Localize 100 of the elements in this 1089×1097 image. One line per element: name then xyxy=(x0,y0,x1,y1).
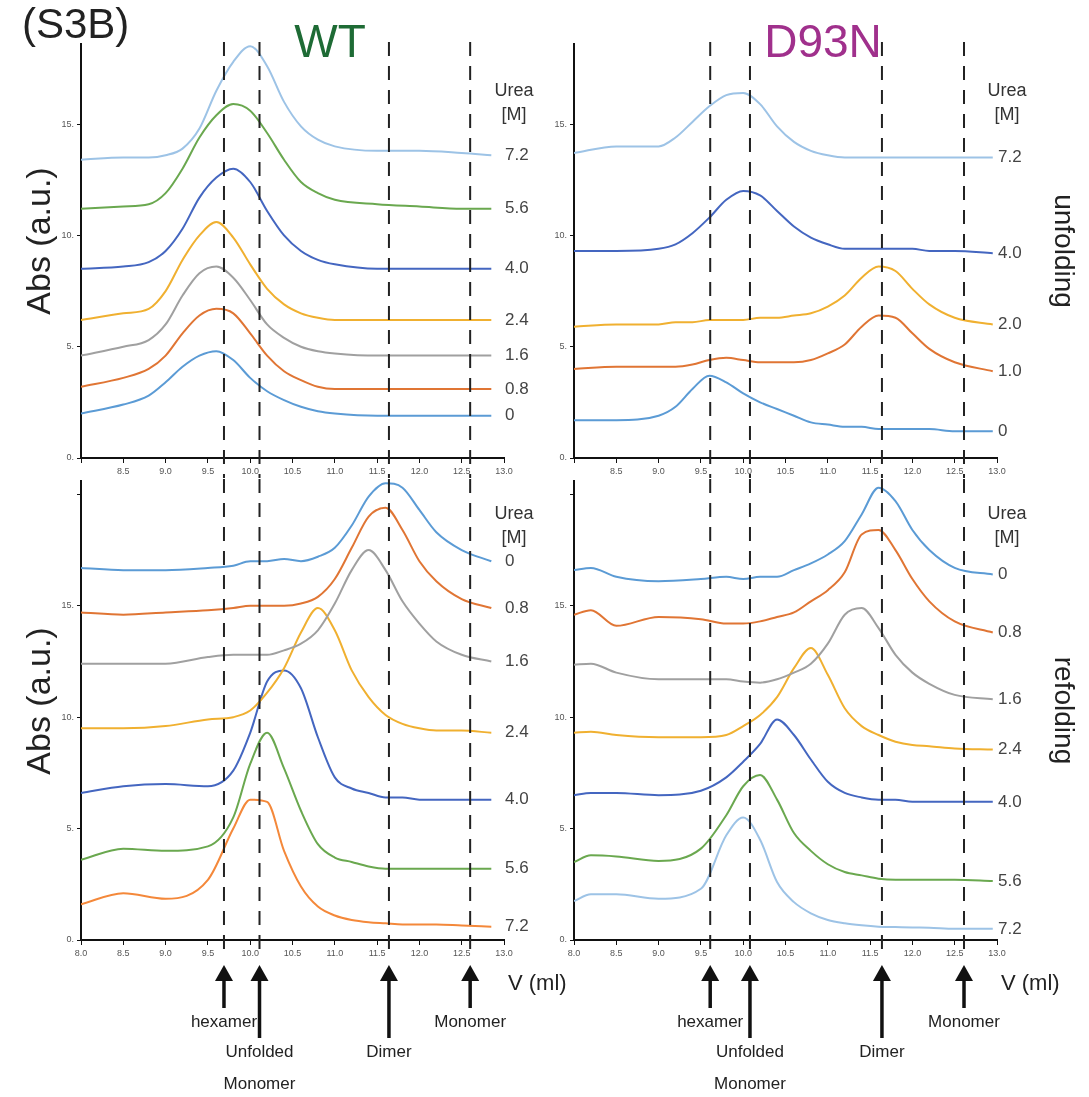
series-label: 0.8 xyxy=(998,622,1022,642)
y-tick-label: 15. xyxy=(61,118,74,129)
line-series xyxy=(81,731,493,870)
y-tick-label: 15. xyxy=(61,600,74,611)
x-tick-label: 8.5 xyxy=(117,947,130,958)
line-series xyxy=(574,374,994,433)
series-label: 4.0 xyxy=(998,791,1022,811)
x-tick-label: 11.5 xyxy=(368,465,386,476)
x-tick-label: 11.0 xyxy=(326,947,344,958)
line-series xyxy=(81,167,493,270)
series-label: 5.6 xyxy=(505,198,529,218)
x-axis-title: V (ml) xyxy=(1001,970,1060,996)
annotation: (S3B) xyxy=(22,0,130,48)
line-series xyxy=(81,482,493,572)
series-label: 7.2 xyxy=(505,144,529,164)
text: hexamer xyxy=(190,1011,258,1031)
line-series xyxy=(574,774,994,882)
x-tick-label: 9.0 xyxy=(652,947,665,958)
x-tick-label: 8.5 xyxy=(610,465,623,476)
x-tick-label: 8.0 xyxy=(74,947,88,958)
y-tick-label: 5. xyxy=(559,341,567,352)
x-tick-label: 9.5 xyxy=(201,947,215,958)
x-tick-label: 13.0 xyxy=(988,947,1006,958)
line-series xyxy=(574,607,994,701)
legend-title: Urea [M] xyxy=(493,79,535,126)
series-label: 0 xyxy=(998,420,1008,440)
line-series xyxy=(81,798,493,928)
x-tick-label: 10.0 xyxy=(241,465,259,476)
x-tick-label: 12.5 xyxy=(945,465,964,476)
line-series xyxy=(81,221,493,321)
x-tick-label: 9.5 xyxy=(694,465,708,476)
series-label: 0.8 xyxy=(505,597,529,617)
text: unfolding xyxy=(1049,194,1081,308)
x-tick-label: 12.5 xyxy=(452,947,471,958)
line-series xyxy=(574,647,994,751)
series-label: 4.0 xyxy=(505,258,529,278)
y-tick-label: 0. xyxy=(559,934,567,945)
series-label: 2.4 xyxy=(998,739,1022,759)
series-label: 7.2 xyxy=(998,918,1022,938)
y-tick-label: 0. xyxy=(66,934,74,945)
legend-title: Urea [M] xyxy=(986,79,1028,126)
line-series xyxy=(81,350,493,417)
series-label: 0 xyxy=(505,405,515,425)
series-label: 2.4 xyxy=(505,722,529,742)
x-tick-label: 12.0 xyxy=(410,465,429,476)
series-label: 1.6 xyxy=(998,689,1022,709)
x-tick-label: 12.0 xyxy=(903,465,922,476)
y-axis-title: Abs (a.u.) xyxy=(18,626,58,775)
x-tick-label: 11.0 xyxy=(326,465,344,476)
series-label: 5.6 xyxy=(505,858,529,878)
x-tick-label: 13.0 xyxy=(988,465,1006,476)
y-tick-label: 0. xyxy=(559,452,567,463)
x-tick-label: 11.5 xyxy=(368,947,386,958)
x-tick-label: 10.0 xyxy=(241,947,259,958)
x-tick-label: 8.0 xyxy=(567,947,581,958)
x-tick-label: 13.0 xyxy=(495,947,513,958)
line-series xyxy=(81,506,493,616)
x-tick-label: 10.5 xyxy=(283,947,302,958)
text: Dimer xyxy=(859,1041,905,1061)
line-series xyxy=(574,314,994,373)
line-series xyxy=(81,103,493,210)
x-tick-label: 10.5 xyxy=(776,947,795,958)
x-tick-label: 8.5 xyxy=(610,947,623,958)
line-series xyxy=(574,529,994,634)
legend-title: Urea [M] xyxy=(493,502,535,549)
series-label: 2.0 xyxy=(998,314,1022,334)
line-series xyxy=(574,718,994,803)
line-series xyxy=(574,189,994,255)
text: Monomer xyxy=(928,1011,1001,1031)
x-tick-label: 12.0 xyxy=(903,947,922,958)
line-series xyxy=(574,265,994,328)
x-tick-label: 12.5 xyxy=(945,947,964,958)
text: refolding xyxy=(1049,656,1081,765)
series-label: 0 xyxy=(505,550,515,570)
x-tick-label: 10.5 xyxy=(283,465,302,476)
series-label: 7.2 xyxy=(505,916,529,936)
line-series xyxy=(81,265,493,357)
series-label: 0.8 xyxy=(505,378,529,398)
series-label: 4.0 xyxy=(998,242,1022,262)
x-axis-title: V (ml) xyxy=(508,970,567,996)
x-tick-label: 9.5 xyxy=(694,947,708,958)
y-tick-label: 0. xyxy=(66,452,74,463)
x-tick-label: 8.5 xyxy=(117,465,130,476)
y-tick-label: 15. xyxy=(554,600,567,611)
x-tick-label: 10.0 xyxy=(734,947,752,958)
series-label: 5.6 xyxy=(998,870,1022,890)
line-series xyxy=(81,669,493,801)
y-tick-label: 5. xyxy=(559,823,567,834)
text: Unfolded Monomer xyxy=(714,1041,787,1093)
line-series xyxy=(81,607,493,734)
x-tick-label: 12.5 xyxy=(452,465,471,476)
series-label: 2.4 xyxy=(505,309,529,329)
series-label: 1.0 xyxy=(998,360,1022,380)
x-tick-label: 9.0 xyxy=(159,947,172,958)
y-tick-label: 10. xyxy=(61,711,74,722)
x-tick-label: 11.5 xyxy=(861,947,879,958)
series-label: 1.6 xyxy=(505,345,529,365)
chart-title: WT xyxy=(293,14,367,68)
text: Monomer xyxy=(434,1011,507,1031)
x-tick-label: 11.0 xyxy=(819,947,837,958)
